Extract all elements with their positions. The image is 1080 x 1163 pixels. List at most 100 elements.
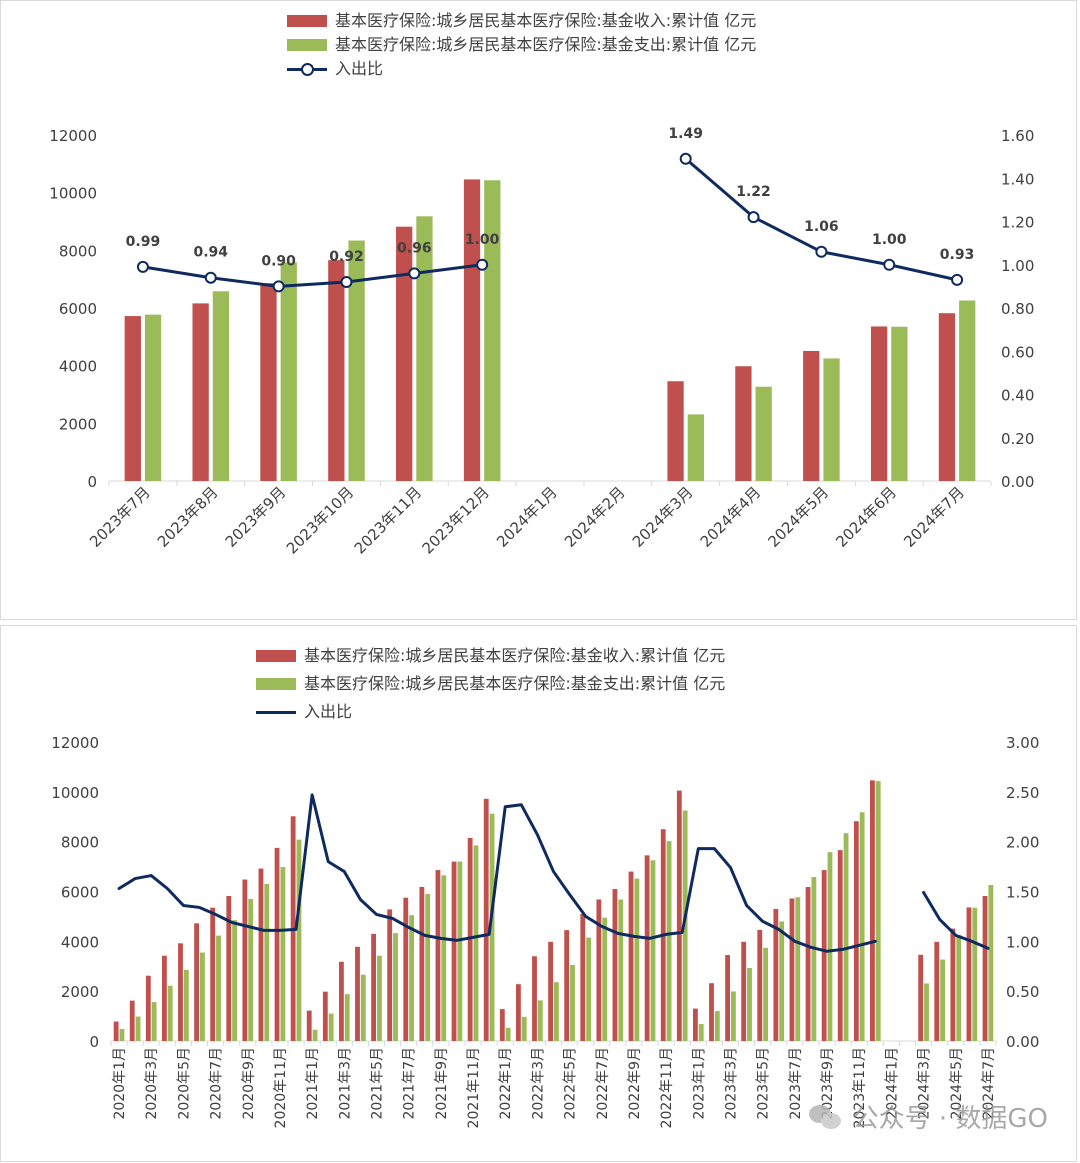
chart-panel-top: 基本医疗保险:城乡居民基本医疗保险:基金收入:累计值 亿元 基本医疗保险:城乡居… bbox=[0, 0, 1077, 620]
bar-expense bbox=[457, 861, 463, 1041]
x-category-label: 2023年7月 bbox=[86, 483, 154, 551]
bar-income bbox=[869, 780, 875, 1041]
x-category-label: 2022年11月 bbox=[659, 1047, 675, 1128]
x-category-label: 2021年7月 bbox=[402, 1047, 418, 1120]
legend-item-ratio[interactable]: 入出比 bbox=[256, 701, 725, 723]
chart-bottom-svg: 0 2000 4000 6000 8000 10000 12000 0.00 0.50 1.00 1… bbox=[51, 734, 1039, 1128]
bar-expense bbox=[755, 386, 772, 481]
x-category-label: 2024年7月 bbox=[981, 1047, 997, 1120]
bar-income bbox=[548, 941, 553, 1041]
y-right-tick-label: 0.40 bbox=[1001, 387, 1034, 405]
y-left-tick-label: 2000 bbox=[59, 415, 97, 433]
ratio-data-label: 1.06 bbox=[804, 219, 839, 235]
bar-expense bbox=[296, 839, 302, 1041]
bar-income bbox=[741, 941, 747, 1041]
bar-income bbox=[161, 955, 167, 1041]
y-right-tick-label: 1.60 bbox=[1001, 127, 1034, 145]
bar-income bbox=[612, 889, 618, 1041]
bar-expense bbox=[489, 813, 495, 1041]
bar-income bbox=[274, 847, 280, 1041]
bar-expense bbox=[473, 845, 479, 1041]
legend-swatch-ratio bbox=[256, 705, 296, 719]
x-category-label: 2023年9月 bbox=[820, 1047, 836, 1120]
bar-income bbox=[789, 898, 795, 1041]
bar-expense bbox=[875, 781, 881, 1041]
y-right-tick-label: 0.00 bbox=[1006, 1033, 1039, 1051]
x-category-label: 2020年3月 bbox=[144, 1047, 160, 1120]
bar-expense bbox=[959, 300, 976, 481]
x-category-label: 2024年3月 bbox=[917, 1047, 933, 1120]
bar-expense bbox=[554, 982, 559, 1041]
legend-item-expense[interactable]: 基本医疗保险:城乡居民基本医疗保险:基金支出:累计值 亿元 bbox=[256, 673, 725, 695]
bar-expense bbox=[811, 877, 817, 1041]
bar-income bbox=[396, 226, 413, 481]
bar-expense bbox=[312, 1029, 318, 1041]
legend-swatch-ratio bbox=[287, 62, 327, 76]
bar-income bbox=[483, 798, 489, 1041]
ratio-data-label: 0.93 bbox=[940, 247, 975, 263]
legend-item-ratio[interactable]: 入出比 bbox=[287, 58, 756, 80]
bar-income bbox=[260, 283, 277, 481]
ratio-data-label: 0.94 bbox=[193, 245, 228, 261]
bar-income bbox=[676, 790, 682, 1041]
bar-income bbox=[837, 850, 843, 1041]
bar-expense bbox=[521, 1016, 527, 1041]
bar-income bbox=[870, 326, 888, 481]
bar-income bbox=[113, 1021, 119, 1041]
bar-expense bbox=[425, 893, 431, 1041]
x-category-label: 2024年4月 bbox=[697, 483, 765, 551]
bar-income bbox=[918, 954, 924, 1041]
y-right-tick-label: 3.00 bbox=[1006, 734, 1039, 752]
bar-income bbox=[328, 260, 345, 481]
y-left-tick-label: 8000 bbox=[61, 834, 99, 852]
bar-expense bbox=[972, 907, 978, 1041]
y-right-tick-label: 0.60 bbox=[1001, 343, 1034, 361]
bar-expense bbox=[248, 898, 254, 1041]
x-category-label: 2023年10月 bbox=[283, 483, 357, 557]
x-category-label: 2023年8月 bbox=[154, 483, 222, 551]
bar-expense bbox=[280, 867, 286, 1041]
x-category-label: 2020年5月 bbox=[176, 1047, 192, 1120]
bar-income bbox=[194, 923, 199, 1041]
bar-income bbox=[129, 1000, 135, 1041]
bar-expense bbox=[940, 959, 946, 1041]
ratio-point bbox=[883, 258, 896, 271]
bar-income bbox=[371, 933, 376, 1041]
y-right-tick-label: 1.40 bbox=[1001, 170, 1034, 188]
y-left-tick-label: 0 bbox=[87, 473, 97, 491]
bar-expense bbox=[823, 358, 840, 481]
legend-item-expense[interactable]: 基本医疗保险:城乡居民基本医疗保险:基金支出:累计值 亿元 bbox=[287, 34, 756, 56]
x-category-label: 2023年5月 bbox=[756, 1047, 772, 1120]
ratio-point bbox=[815, 245, 828, 258]
bar-expense bbox=[151, 1002, 157, 1041]
bar-expense bbox=[731, 991, 736, 1041]
bar-income bbox=[966, 907, 972, 1041]
ratio-point bbox=[476, 258, 489, 271]
bar-expense bbox=[216, 935, 221, 1041]
bar-expense bbox=[280, 262, 297, 481]
bar-income bbox=[306, 1010, 312, 1041]
x-category-label: 2023年11月 bbox=[852, 1047, 868, 1128]
ratio-data-label: 0.92 bbox=[329, 249, 364, 265]
x-category-label: 2020年9月 bbox=[241, 1047, 257, 1120]
bar-expense bbox=[264, 884, 270, 1041]
ratio-data-label: 1.22 bbox=[736, 184, 771, 200]
ratio-point bbox=[204, 271, 217, 284]
x-category-label: 2023年7月 bbox=[788, 1047, 804, 1120]
x-category-label: 2021年5月 bbox=[370, 1047, 386, 1120]
legend-item-income[interactable]: 基本医疗保险:城乡居民基本医疗保险:基金收入:累计值 亿元 bbox=[287, 10, 756, 32]
bar-income bbox=[387, 909, 393, 1041]
legend-label-ratio: 入出比 bbox=[304, 702, 353, 721]
ratio-line bbox=[922, 890, 990, 950]
bar-income bbox=[451, 861, 457, 1041]
bar-expense bbox=[441, 875, 447, 1041]
bar-expense bbox=[698, 1024, 704, 1041]
bar-expense bbox=[634, 878, 640, 1041]
bar-income bbox=[773, 908, 779, 1041]
x-category-label: 2024年5月 bbox=[949, 1047, 965, 1120]
legend-item-income[interactable]: 基本医疗保险:城乡居民基本医疗保险:基金收入:累计值 亿元 bbox=[256, 645, 725, 667]
chart-legend-bottom: 基本医疗保险:城乡居民基本医疗保险:基金收入:累计值 亿元 基本医疗保险:城乡居… bbox=[256, 645, 725, 729]
x-category-label: 2023年11月 bbox=[351, 483, 425, 557]
x-category-label: 2022年3月 bbox=[530, 1047, 546, 1120]
x-category-label: 2023年12月 bbox=[419, 483, 493, 557]
